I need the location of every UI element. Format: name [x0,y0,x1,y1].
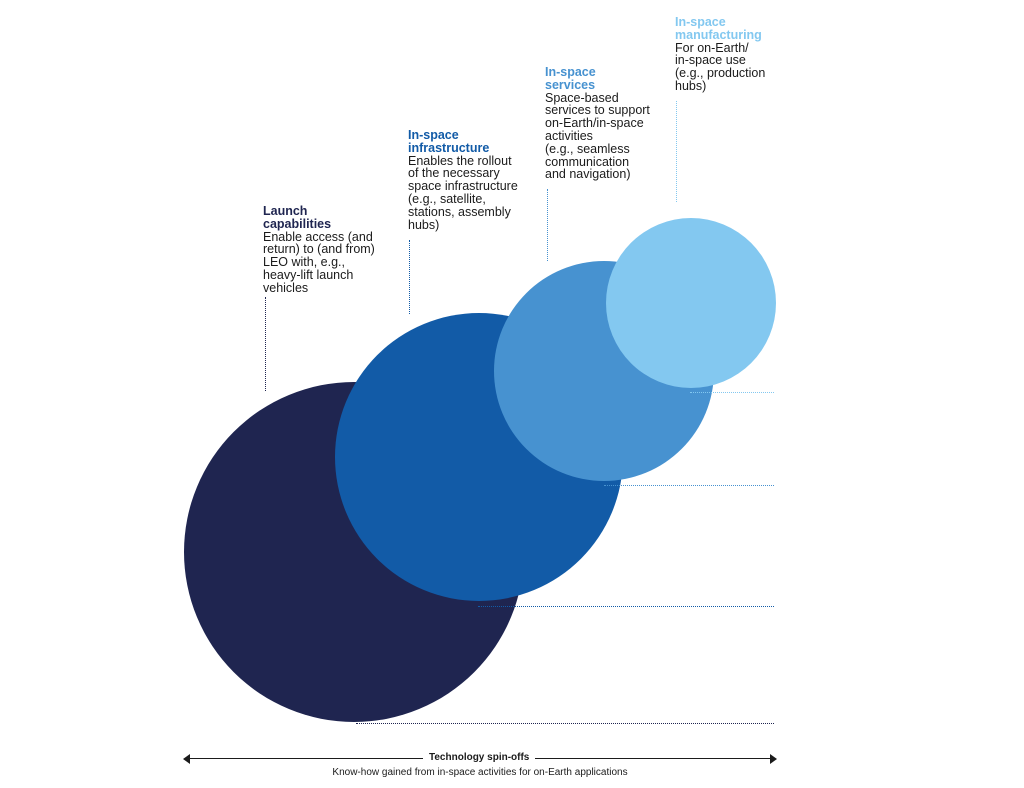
manufacturing-leader-line [676,101,677,202]
in-space-infrastructure-label: In-space infrastructure Enables the roll… [408,129,518,231]
in-space-services-description: Space-based services to support on-Earth… [545,90,650,182]
arrow-right-icon [770,754,777,764]
infrastructure-leader-line [409,240,410,314]
in-space-manufacturing-title: In-space manufacturing [675,15,762,42]
in-space-services-title: In-space services [545,65,596,92]
in-space-manufacturing-circle [606,218,776,388]
launch-capabilities-label: Launch capabilities Enable access (and r… [263,205,375,295]
launch-guide-line [356,723,774,724]
in-space-infrastructure-description: Enables the rollout of the necessary spa… [408,153,518,232]
launch-capabilities-description: Enable access (and return) to (and from)… [263,229,375,295]
services-leader-line [547,189,548,261]
launch-leader-line [265,297,266,391]
in-space-manufacturing-label: In-space manufacturing For on-Earth/ in-… [675,16,765,93]
in-space-manufacturing-description: For on-Earth/ in-space use (e.g., produc… [675,40,766,93]
axis-title: Technology spin-offs [423,751,536,765]
axis-subtitle: Know-how gained from in-space activities… [332,767,628,778]
arrow-left-icon [183,754,190,764]
infrastructure-guide-line [478,606,774,607]
services-guide-line [604,485,774,486]
manufacturing-guide-line [690,392,774,393]
launch-capabilities-title: Launch capabilities [263,204,332,231]
in-space-services-label: In-space services Space-based services t… [545,66,650,181]
in-space-infrastructure-title: In-space infrastructure [408,128,490,155]
